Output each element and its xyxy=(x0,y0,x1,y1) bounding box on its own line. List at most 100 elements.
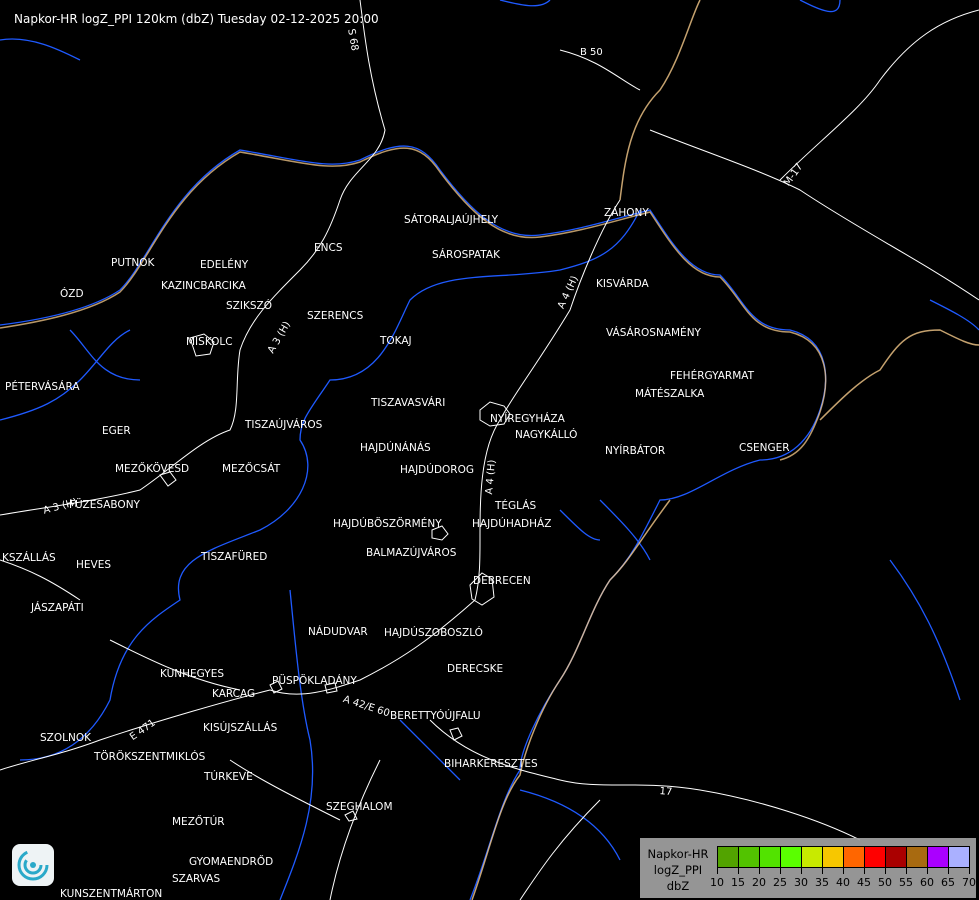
city-label: NAGYKÁLLÓ xyxy=(515,429,578,441)
city-label: KSZÁLLÁS xyxy=(2,552,56,564)
city-label: HAJDÚHADHÁZ xyxy=(472,518,552,530)
city-label: NÁDUDVAR xyxy=(308,626,368,638)
city-label: HAJDÚBÖSZÖRMÉNY xyxy=(333,518,442,530)
legend-tick-label: 50 xyxy=(878,876,892,889)
city-label: EDELÉNY xyxy=(200,259,249,271)
city-label: HAJDÚSZOBOSZLÓ xyxy=(384,627,483,639)
legend-swatches xyxy=(717,846,970,868)
legend-swatch xyxy=(718,847,739,867)
city-label: MISKOLC xyxy=(186,336,233,348)
city-label: KUNHEGYES xyxy=(160,668,224,680)
city-label: SZARVAS xyxy=(172,873,221,885)
legend-swatch xyxy=(760,847,781,867)
city-label: PÜSPÖKLADÁNY xyxy=(272,675,357,687)
color-legend: Napkor-HR logZ_PPI dbZ 10 15 20 25 30 35 40 45 5… xyxy=(640,838,976,898)
legend-tick xyxy=(717,868,718,874)
legend-tick xyxy=(822,868,823,874)
city-label: KAZINCBARCIKA xyxy=(161,280,246,292)
city-label: NYÍREGYHÁZA xyxy=(490,413,565,425)
road-label: B 50 xyxy=(580,47,603,58)
city-label: SZOLNOK xyxy=(40,732,91,744)
city-label: NYÍRBÁTOR xyxy=(605,445,666,457)
legend-tick-label: 45 xyxy=(857,876,871,889)
city-label: BALMAZÚJVÁROS xyxy=(366,547,457,559)
legend-swatch xyxy=(781,847,802,867)
city-label: GYOMAENDRŐD xyxy=(189,856,274,868)
city-label: BIHARKERESZTES xyxy=(444,758,538,770)
city-label: JÁSZAPÁTI xyxy=(31,602,84,614)
city-label: TISZAFÜRED xyxy=(201,551,268,563)
legend-line-2: logZ_PPI xyxy=(653,863,703,877)
legend-tick-label: 25 xyxy=(773,876,787,889)
legend-swatch xyxy=(802,847,823,867)
legend-tick xyxy=(969,868,970,874)
city-label: TÉGLÁS xyxy=(495,500,537,512)
map-title: Napkor-HR logZ_PPI 120km (dbZ) Tuesday 0… xyxy=(14,12,379,26)
city-label: SÁROSPATAK xyxy=(432,249,500,261)
city-label: KISÚJSZÁLLÁS xyxy=(203,722,278,734)
city-label: TISZAÚJVÁROS xyxy=(245,419,323,431)
city-label: KISVÁRDA xyxy=(596,278,649,290)
city-label: SZERENCS xyxy=(307,310,364,322)
legend-tick xyxy=(759,868,760,874)
city-label: HEVES xyxy=(76,559,112,571)
legend-swatch xyxy=(907,847,928,867)
legend-tick xyxy=(801,868,802,874)
city-label: DERECSKE xyxy=(447,663,504,675)
city-label: TOKAJ xyxy=(380,335,412,347)
city-label: FEHÉRGYARMAT xyxy=(670,370,755,382)
city-label: ENCS xyxy=(314,242,343,254)
swirl-logo-icon xyxy=(12,844,54,886)
legend-line-1: Napkor-HR xyxy=(647,847,709,861)
legend-tick-label: 15 xyxy=(731,876,745,889)
city-label: TÚRKEVE xyxy=(204,771,253,783)
legend-tick xyxy=(927,868,928,874)
legend-swatch xyxy=(886,847,907,867)
city-label: BERETTYÓÚJFALU xyxy=(390,710,481,722)
city-label: SZIKSZÓ xyxy=(226,300,272,312)
city-label: EGER xyxy=(102,425,131,437)
legend-tick-label: 30 xyxy=(794,876,808,889)
city-label: SZEGHALOM xyxy=(326,801,393,813)
city-label: PUTNOK xyxy=(111,257,155,269)
city-label: CSENGER xyxy=(739,442,790,454)
city-label: SÁTORALJAÚJHELY xyxy=(404,214,499,226)
city-label: FÜZESABONY xyxy=(69,499,140,511)
city-label: HAJDÚDOROG xyxy=(400,464,474,476)
legend-tick-label: 65 xyxy=(941,876,955,889)
city-label: ÓZD xyxy=(60,288,84,300)
legend-tick xyxy=(780,868,781,874)
legend-tick xyxy=(864,868,865,874)
legend-swatch xyxy=(844,847,865,867)
legend-tick xyxy=(738,868,739,874)
road-label: 17 xyxy=(659,786,673,799)
city-label: ZÁHONY xyxy=(604,207,649,219)
legend-tick xyxy=(906,868,907,874)
legend-tick-label: 40 xyxy=(836,876,850,889)
legend-swatch xyxy=(865,847,886,867)
city-label: VÁSÁROSNAMÉNY xyxy=(606,327,701,339)
legend-swatch xyxy=(949,847,969,867)
legend-line-3: dbZ xyxy=(666,879,690,893)
city-label: MEZŐCSÁT xyxy=(222,463,281,475)
city-label: TISZAVASVÁRI xyxy=(371,397,446,409)
legend-swatch xyxy=(823,847,844,867)
city-label: TÖRÖKSZENTMIKLÓS xyxy=(94,751,206,763)
legend-tick xyxy=(885,868,886,874)
legend-tick-label: 55 xyxy=(899,876,913,889)
city-label: PÉTERVÁSÁRA xyxy=(5,381,80,393)
city-label: MÁTÉSZALKA xyxy=(635,388,705,400)
city-label: KUNSZENTMÁRTON xyxy=(60,888,163,900)
city-label: KARCAG xyxy=(212,688,256,700)
city-label: MEZŐTÚR xyxy=(172,816,225,828)
legend-tick-label: 60 xyxy=(920,876,934,889)
city-label: MEZŐKÖVESD xyxy=(115,463,190,475)
urban-outlines xyxy=(159,333,511,822)
city-label: HAJDÚNÁNÁS xyxy=(360,442,431,454)
legend-tick-label: 20 xyxy=(752,876,766,889)
legend-tick-label: 35 xyxy=(815,876,829,889)
